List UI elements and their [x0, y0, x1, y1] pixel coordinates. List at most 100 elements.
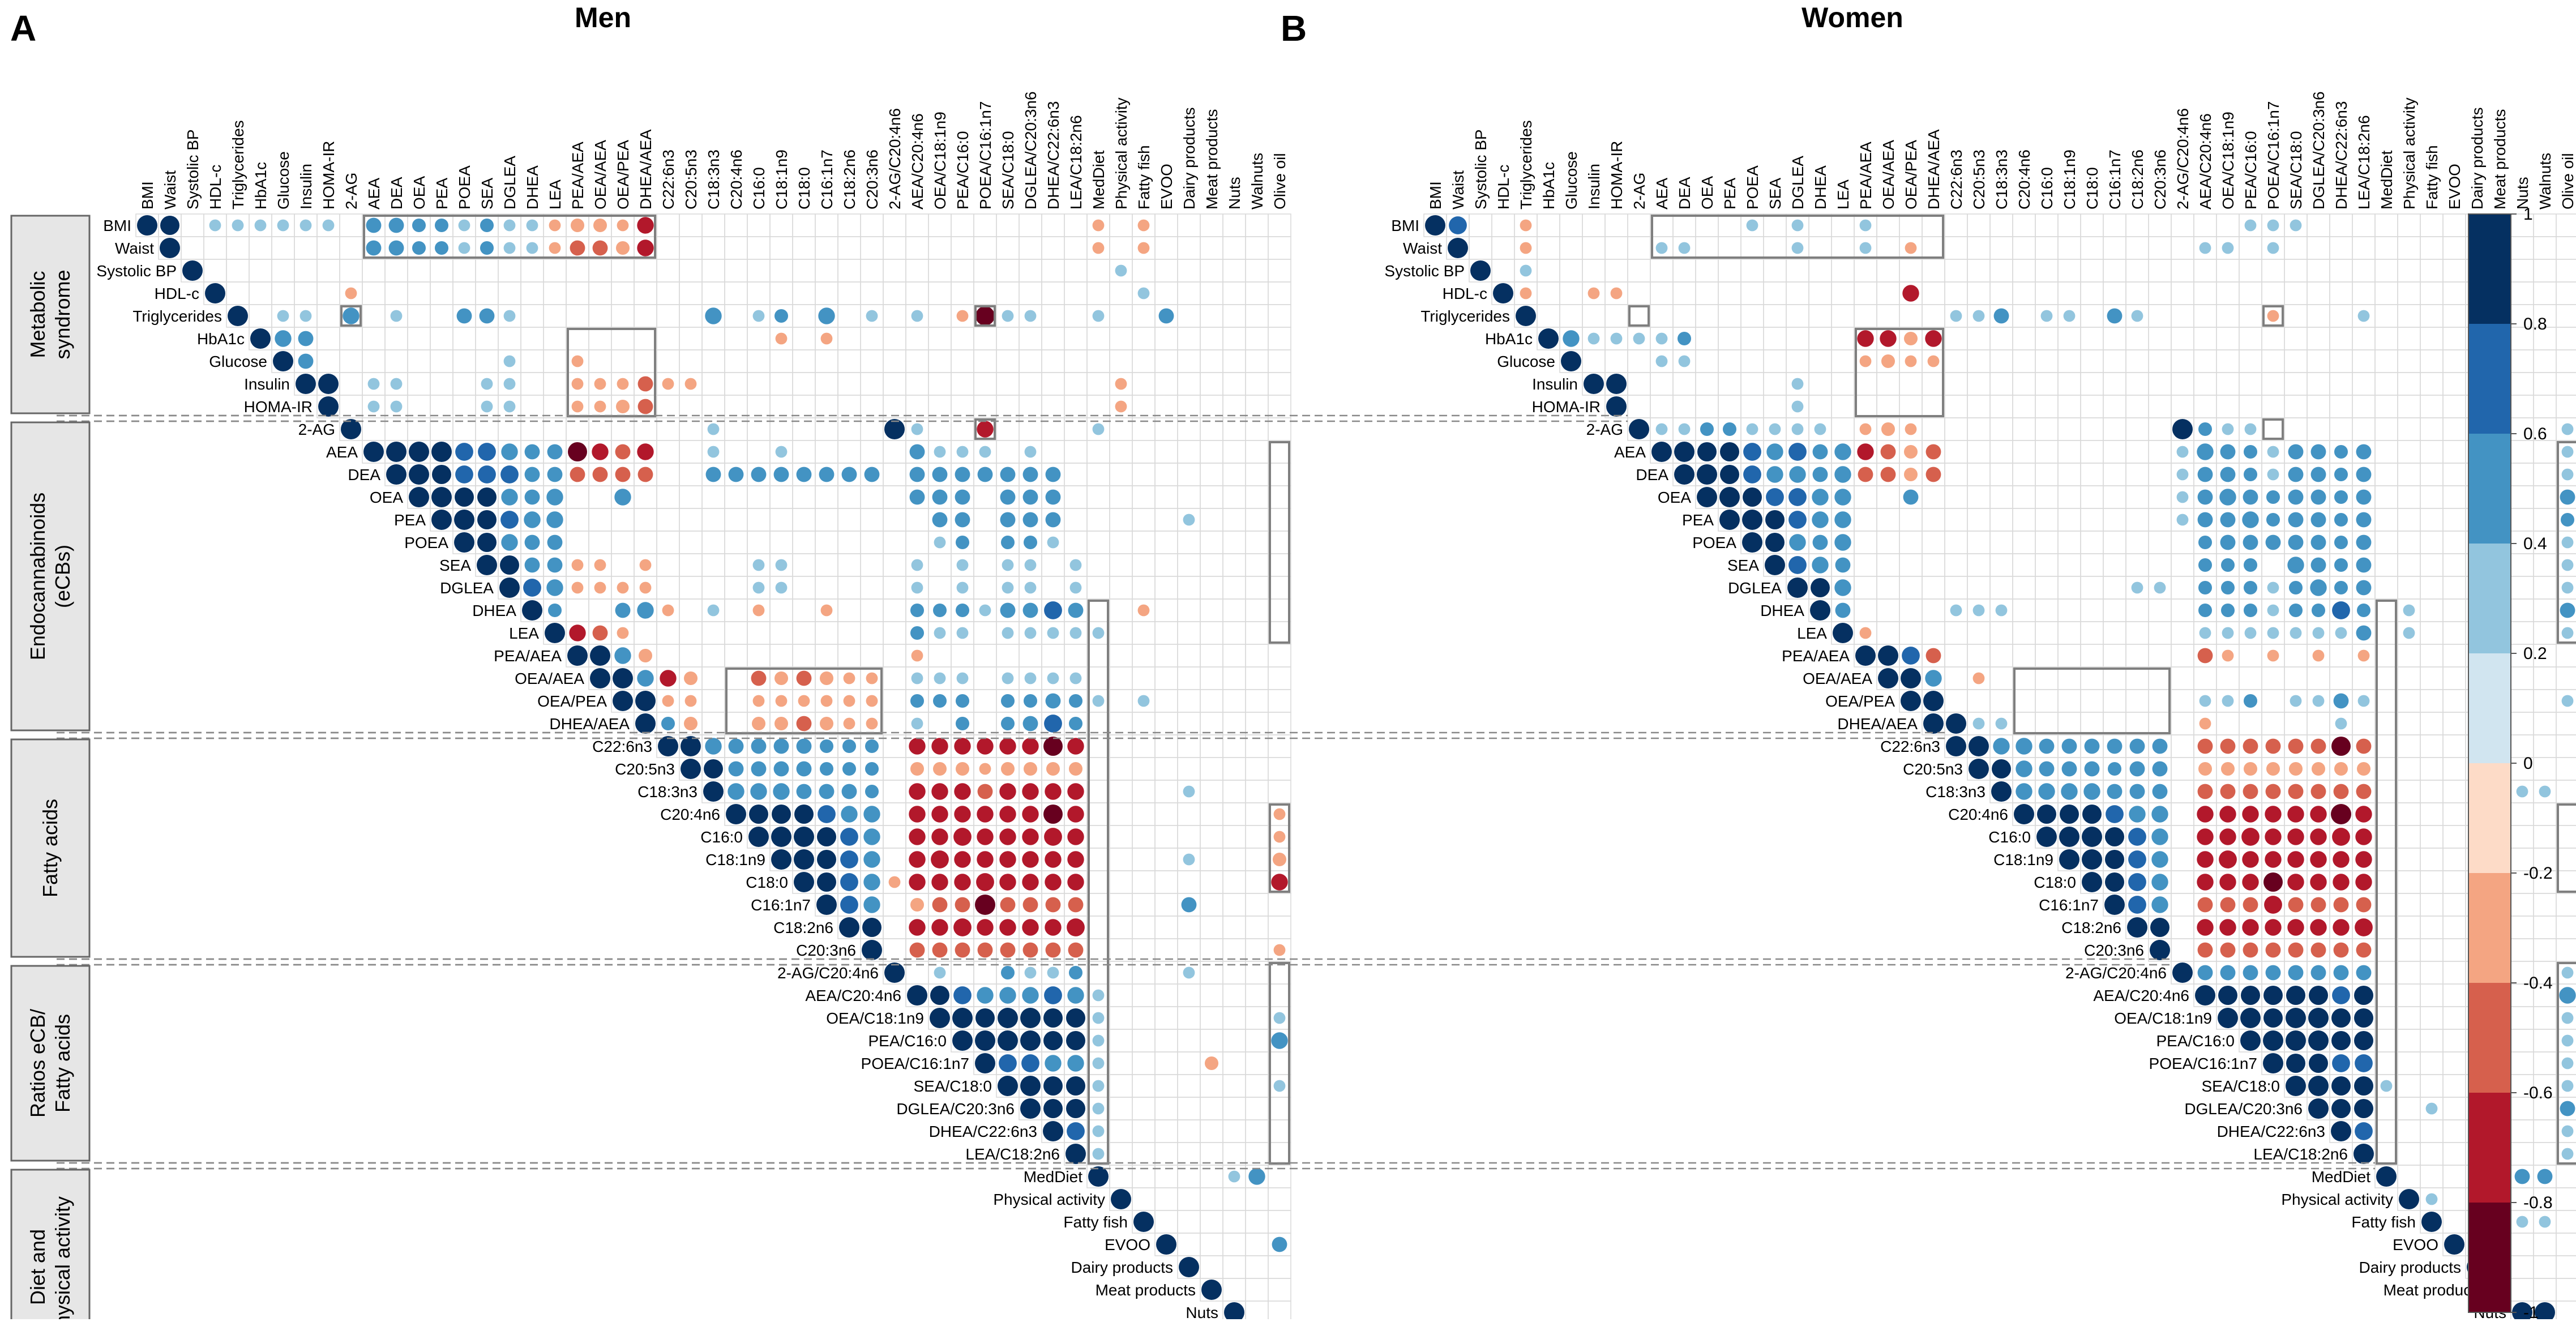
grid-cell [2103, 417, 2126, 441]
grid-cell [2125, 712, 2149, 735]
grid-cell [1200, 712, 1223, 735]
grid-cell [2239, 304, 2262, 328]
diagonal-dot [1991, 781, 2012, 802]
correlation-dot [455, 487, 474, 507]
correlation-dot [2197, 512, 2213, 528]
grid-cell [1944, 236, 1968, 260]
grid-cell [701, 395, 725, 418]
grid-cell [2148, 281, 2172, 305]
diagonal-dot [296, 374, 316, 394]
correlation-dot [1000, 489, 1016, 505]
correlation-dot [819, 716, 834, 731]
correlation-dot [884, 419, 905, 439]
row-label: Physical activity [2281, 1191, 2393, 1208]
grid-cell [837, 304, 861, 328]
grid-cell [2352, 327, 2376, 350]
correlation-dot [1022, 489, 1038, 505]
grid-cell [1876, 213, 1900, 237]
grid-cell [2397, 666, 2421, 690]
grid-cell [634, 327, 657, 350]
correlation-dot [954, 806, 971, 823]
grid-cell [1268, 576, 1291, 600]
row-label: AEA [326, 443, 358, 461]
row-label: MedDiet [2312, 1168, 2370, 1186]
correlation-dot [953, 918, 972, 936]
grid-cell [2397, 780, 2421, 803]
grid-cell [498, 259, 521, 283]
correlation-dot [863, 851, 880, 868]
correlation-dot [1722, 422, 1737, 437]
correlation-dot [2561, 1080, 2574, 1092]
group-label-ecb: (eCBs) [51, 545, 74, 608]
grid-cell [2171, 825, 2194, 849]
grid-cell [792, 349, 816, 373]
grid-cell [1808, 327, 1832, 350]
grid-cell [2057, 281, 2081, 305]
grid-cell [2125, 327, 2149, 350]
grid-cell [928, 304, 952, 328]
correlation-dot [751, 467, 767, 482]
grid-cell [2352, 236, 2376, 260]
column-label: OEA/AEA [592, 140, 609, 209]
grid-cell [2442, 734, 2466, 758]
correlation-dot [1044, 601, 1062, 619]
row-label: SEA [439, 557, 471, 574]
correlation-dot [931, 919, 948, 936]
grid-cell [860, 213, 884, 237]
group-box-metabolic [10, 215, 91, 414]
correlation-dot [2560, 602, 2575, 618]
grid-cell [1132, 848, 1156, 871]
grid-cell [1876, 485, 1900, 509]
row-label: DGLEA/C20:3n6 [896, 1100, 1015, 1118]
grid-cell [2125, 485, 2149, 509]
grid-cell [1064, 236, 1088, 260]
diagonal-dot [613, 691, 633, 711]
correlation-dot [526, 219, 538, 232]
correlation-dot [999, 1054, 1017, 1072]
grid-cell [1245, 327, 1269, 350]
grid-cell [2533, 576, 2557, 600]
grid-cell [384, 281, 408, 305]
grid-cell [1177, 712, 1201, 735]
correlation-dot [1273, 1080, 1286, 1092]
correlation-dot [2425, 1102, 2438, 1115]
grid-cell [2442, 327, 2466, 350]
grid-cell [2442, 983, 2466, 1007]
correlation-dot [2355, 1054, 2373, 1072]
group-box-ecb [10, 421, 91, 731]
grid-cell [2261, 372, 2285, 396]
grid-cell [2442, 1119, 2466, 1143]
grid-cell [1154, 213, 1178, 237]
grid-cell [747, 395, 771, 418]
grid-cell [724, 553, 748, 577]
grid-cell [1064, 349, 1088, 373]
row-label: HbA1c [197, 330, 245, 348]
column-label: 2-AG [1631, 173, 1648, 209]
grid-cell [2307, 236, 2330, 260]
grid-cell [2533, 1006, 2557, 1030]
grid-cell [2533, 440, 2557, 464]
diagonal-dot [839, 917, 859, 938]
correlation-dot [2288, 467, 2304, 482]
grid-cell [1268, 1255, 1291, 1279]
correlation-dot [2333, 874, 2350, 891]
correlation-dot [2129, 784, 2145, 799]
highlight-box [2376, 600, 2397, 1165]
grid-cell [1109, 1119, 1133, 1143]
grid-cell [1831, 304, 1855, 328]
column-label: SEA/C18:0 [999, 131, 1017, 209]
column-label: C16:1n7 [2106, 149, 2124, 209]
grid-cell [1808, 395, 1832, 418]
grid-cell [2125, 621, 2149, 645]
correlation-dot [820, 604, 833, 617]
diagonal-dot [635, 713, 656, 734]
grid-cell [1200, 757, 1223, 781]
grid-cell [1177, 304, 1201, 328]
correlation-dot [615, 467, 631, 482]
grid-cell [1808, 213, 1832, 237]
grid-cell [1109, 1097, 1133, 1120]
grid-cell [1086, 281, 1110, 305]
correlation-dot [707, 604, 720, 617]
diagonal-dot [1066, 1144, 1086, 1164]
grid-cell [2284, 644, 2308, 668]
